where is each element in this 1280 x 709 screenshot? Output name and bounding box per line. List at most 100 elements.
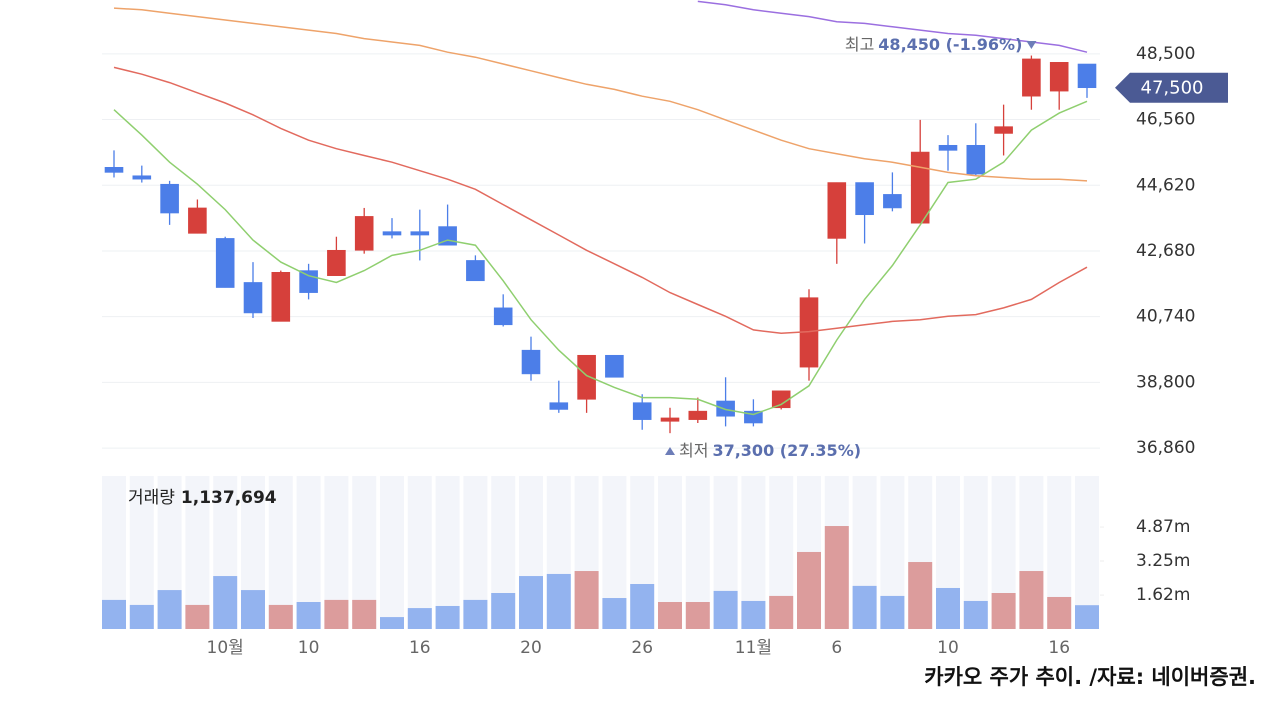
volume-bar <box>1075 605 1099 629</box>
volume-column-bg <box>1075 476 1099 629</box>
high-marker <box>1026 41 1037 49</box>
candle-body <box>910 151 930 224</box>
volume-bar <box>963 600 988 629</box>
x-tick-label: 26 <box>631 638 653 658</box>
volume-bar <box>936 587 960 629</box>
volume-bar <box>241 590 265 629</box>
candle-body <box>243 282 263 314</box>
y-tick-label: 48,500 <box>1136 44 1195 64</box>
candle-body <box>354 216 374 251</box>
volume-bar <box>658 602 682 629</box>
candle-body <box>688 410 708 420</box>
candle-body <box>771 390 791 409</box>
volume-bar <box>574 571 599 629</box>
volume-column-bg <box>380 476 404 629</box>
high-annotation: 최고 48,450 (-1.96%) <box>845 35 1023 54</box>
candle-body <box>1049 62 1069 92</box>
volume-bar <box>491 593 516 629</box>
candle-body <box>493 307 513 326</box>
y-tick-label: 42,680 <box>1136 241 1195 261</box>
volume-bar <box>685 602 710 629</box>
volume-bar <box>797 551 821 629</box>
moving-average-line <box>697 0 1088 53</box>
low-annotation: 최저 37,300 (27.35%) <box>679 441 861 460</box>
candle-body <box>883 194 902 209</box>
x-tick-label: 10월 <box>207 638 244 658</box>
candle-body <box>632 402 652 420</box>
volume-column-bg <box>407 476 432 629</box>
moving-average-line <box>113 7 1088 182</box>
x-tick-label: 6 <box>831 638 842 658</box>
last-price-badge <box>1115 72 1228 103</box>
low-marker <box>665 447 675 455</box>
y-tick-label: 38,800 <box>1136 372 1195 392</box>
volume-bar <box>407 608 432 629</box>
x-tick-label: 10 <box>298 638 320 658</box>
candle-body <box>827 182 847 239</box>
candle-body <box>271 271 291 322</box>
y-tick-label: 36,860 <box>1136 438 1195 458</box>
volume-bar <box>602 598 627 629</box>
candle-body <box>188 207 207 234</box>
volume-column-bg <box>268 476 293 629</box>
y-tick-label: 1.62m <box>1136 585 1190 605</box>
volume-bar <box>769 595 794 629</box>
caption: 카카오 주가 추이. /자료: 네이버증권. <box>924 665 1256 689</box>
candle-body <box>327 249 346 276</box>
candle-body <box>382 231 402 236</box>
y-tick-label: 44,620 <box>1136 175 1195 195</box>
x-tick-label: 11월 <box>735 638 772 658</box>
volume-bar <box>129 604 154 629</box>
candle-body <box>660 417 680 422</box>
candle-body <box>160 183 179 214</box>
candle-body <box>104 167 124 173</box>
x-tick-label: 10 <box>937 638 959 658</box>
candle-body <box>521 349 541 375</box>
volume-bar <box>713 590 738 629</box>
candle-body <box>994 126 1013 134</box>
volume-bar <box>324 599 349 629</box>
volume-label: 거래량 <box>128 488 175 508</box>
candle-body <box>605 354 624 378</box>
candle-body <box>410 231 430 236</box>
volume-bar <box>852 585 877 629</box>
candle-body <box>132 175 152 180</box>
y-tick-label: 40,740 <box>1136 307 1195 327</box>
volume-column-bg <box>129 476 154 629</box>
volume-bar <box>157 590 182 629</box>
volume-column-bg <box>185 476 210 629</box>
candle-body <box>215 238 235 288</box>
volume-value-label: 1,137,694 <box>181 488 277 508</box>
candle-body <box>744 410 763 424</box>
volume-bar <box>880 595 905 629</box>
y-tick-label: 4.87m <box>1136 517 1190 537</box>
volume-bar <box>380 617 404 629</box>
volume-bar <box>185 604 210 629</box>
volume-bar <box>1019 571 1044 629</box>
volume-bar <box>435 605 460 629</box>
volume-bar <box>102 599 126 629</box>
candle-body <box>577 354 596 400</box>
volume-bar <box>741 600 766 629</box>
y-tick-label: 46,560 <box>1136 110 1195 130</box>
volume-bar <box>546 573 571 629</box>
candle-body <box>855 182 874 216</box>
candle-body <box>299 270 318 293</box>
high-value-label: 48,450 (-1.96%) <box>878 35 1022 54</box>
low-value-label: 37,300 (27.35%) <box>712 441 861 460</box>
volume-column-bg <box>435 476 460 629</box>
moving-average-line <box>113 66 1088 335</box>
volume-bar <box>908 562 933 629</box>
low-label: 최저 <box>679 441 708 460</box>
volume-title: 거래량 1,137,694 <box>128 488 277 508</box>
candle-body <box>1022 58 1041 97</box>
volume-bar <box>519 576 543 629</box>
x-tick-label: 20 <box>520 638 542 658</box>
x-tick-label: 16 <box>1048 638 1070 658</box>
y-tick-label: 3.25m <box>1136 551 1190 571</box>
candle-body <box>466 260 485 282</box>
volume-bar <box>213 576 238 629</box>
last-price-label: 47,500 <box>1141 78 1204 99</box>
